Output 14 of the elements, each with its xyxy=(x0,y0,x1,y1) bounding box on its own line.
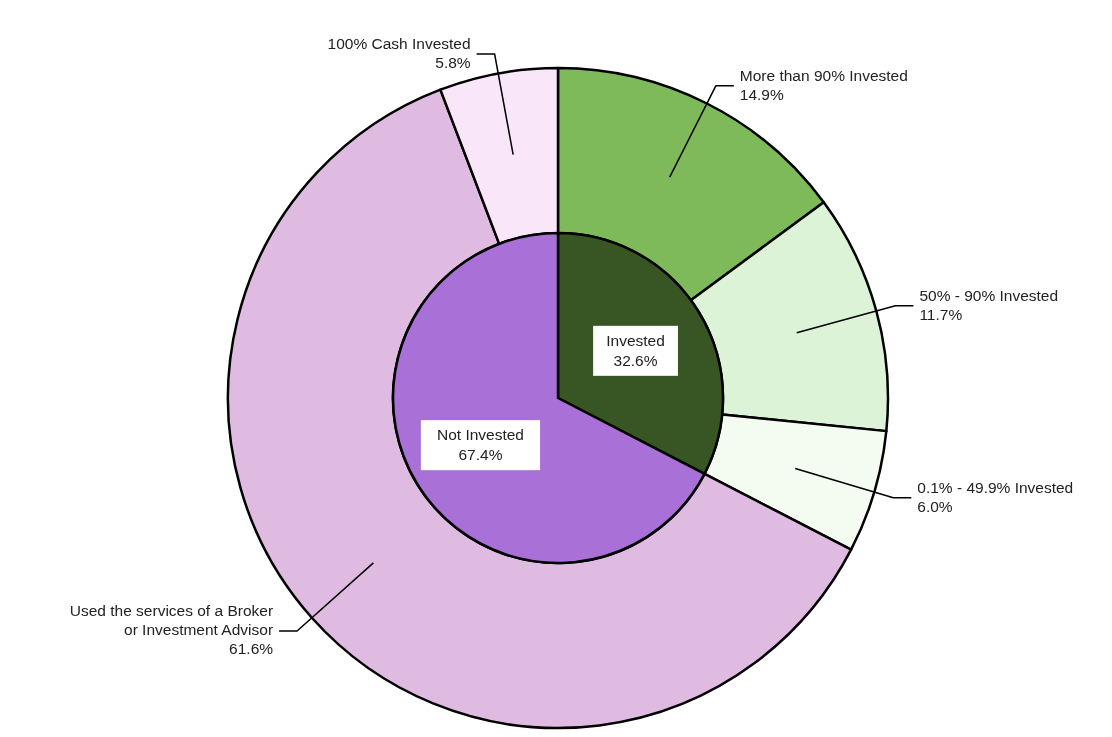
slice-label: Invested xyxy=(606,331,665,349)
data-label: 11.7% xyxy=(919,305,963,323)
slice-label: Used the services of a Broker or Investment Advisor xyxy=(69,602,274,639)
data-label: 61.6% xyxy=(229,640,274,658)
slice-label: More than 90% Invested xyxy=(739,66,908,84)
data-label: 32.6% xyxy=(613,351,658,369)
data-label: 5.8% xyxy=(435,53,471,71)
slice-label: 100% Cash Invested xyxy=(327,34,471,52)
slice-label: 0.1% - 49.9% Invested xyxy=(917,478,1074,496)
data-label: 14.9% xyxy=(739,85,784,103)
data-label: 6.0% xyxy=(917,497,953,515)
slice-label: 50% - 90% Invested xyxy=(919,286,1059,304)
slice-label: Not Invested xyxy=(436,426,524,444)
data-label: 67.4% xyxy=(458,446,503,464)
